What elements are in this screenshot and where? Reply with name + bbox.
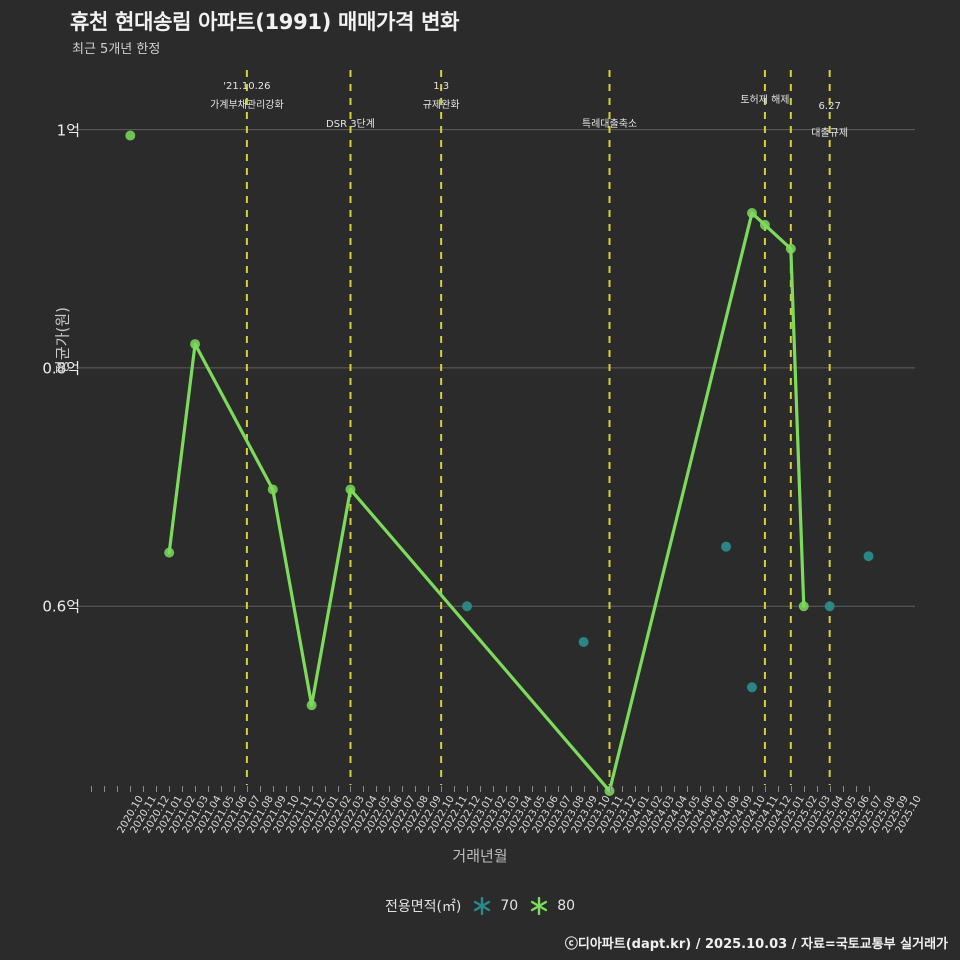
- page-title: 휴천 현대송림 아파트(1991) 매매가격 변화: [70, 10, 460, 34]
- legend-label-80: 80: [557, 898, 576, 914]
- x-tick-mark: [480, 786, 481, 792]
- x-tick-mark: [868, 786, 870, 792]
- x-tick-mark: [492, 786, 494, 792]
- legend-item-70[interactable]: 70: [471, 897, 518, 915]
- y-tick-label: 0.6억: [42, 597, 80, 616]
- asterisk-marker-icon: [531, 897, 548, 915]
- x-tick-mark: [298, 786, 300, 792]
- chart-subtitle: 최근 5개년 한정: [72, 42, 161, 57]
- x-tick-mark: [272, 786, 274, 792]
- x-tick-mark: [505, 786, 507, 792]
- x-tick-mark: [402, 786, 404, 792]
- legend-item-80[interactable]: 80: [528, 897, 575, 915]
- annotation-date-label: 1.3: [433, 81, 450, 92]
- chart-legend: 전용면적(㎡) 70 80: [0, 896, 960, 916]
- x-tick-mark: [220, 786, 222, 792]
- x-tick-mark: [130, 786, 132, 792]
- x-tick-mark: [518, 786, 520, 792]
- x-tick-mark: [726, 786, 728, 792]
- annotation-event-label: 토허제 해제: [740, 95, 790, 106]
- x-tick-mark: [531, 786, 533, 792]
- y-tick-label: 1억: [56, 121, 80, 140]
- x-tick-mark: [441, 786, 443, 792]
- x-tick-mark: [169, 786, 171, 792]
- gridlines-layer: [77, 129, 915, 607]
- x-tick-mark: [790, 786, 792, 792]
- x-tick-mark: [337, 786, 339, 792]
- x-tick-mark: [842, 786, 844, 792]
- x-tick-mark: [829, 786, 831, 792]
- annotation-event-label: 규제완화: [422, 100, 460, 111]
- x-tick-mark: [350, 786, 352, 792]
- x-tick-mark: [557, 786, 559, 792]
- annotation-event-label: 가계부채관리강화: [210, 100, 284, 111]
- x-tick-mark: [259, 786, 261, 792]
- x-tick-mark: [713, 786, 715, 792]
- annotation-event-label: 특례대출축소: [581, 119, 638, 130]
- x-tick-mark: [208, 786, 210, 792]
- x-tick-mark: [117, 786, 119, 792]
- x-tick-mark: [751, 786, 753, 792]
- x-tick-mark: [661, 786, 663, 792]
- x-tick-mark: [311, 786, 313, 792]
- x-tick-mark: [91, 786, 93, 792]
- x-tick-mark: [143, 786, 145, 792]
- x-tick-mark: [246, 786, 248, 792]
- x-tick-mark: [285, 786, 287, 792]
- x-tick-mark: [687, 786, 689, 792]
- annotation-date-label: 6.27: [818, 101, 841, 112]
- x-tick-mark: [570, 786, 572, 792]
- x-tick-mark: [544, 786, 546, 792]
- x-tick-mark: [816, 786, 818, 792]
- annotation-date-label: '21.10.26: [223, 81, 271, 92]
- x-tick-mark: [609, 786, 611, 792]
- x-tick-mark: [648, 786, 650, 792]
- x-tick-mark: [777, 786, 779, 792]
- x-tick-mark: [622, 786, 624, 792]
- x-tick-mark: [233, 786, 235, 792]
- plot-area: [77, 70, 915, 796]
- y-tick-label: 0.8억: [42, 359, 80, 378]
- x-tick-mark: [428, 786, 430, 792]
- y-axis-ticks: 1억 0.8억 0.6억: [0, 70, 80, 785]
- x-axis-ticks: 2020.10 2020.11 2020.12 2021.01 2021.02 2021.…: [85, 786, 923, 846]
- annotation-event-label: DSR 3단계: [326, 119, 375, 130]
- series-layer: [125, 130, 874, 796]
- x-tick-mark: [363, 786, 365, 792]
- x-tick-mark: [596, 786, 598, 792]
- x-tick-mark: [855, 786, 857, 792]
- x-tick-mark: [739, 786, 741, 792]
- x-tick-mark: [583, 786, 585, 792]
- x-tick-mark: [182, 786, 184, 792]
- x-tick-mark: [674, 786, 676, 792]
- x-axis-label: 거래년월: [452, 847, 508, 865]
- x-tick-mark: [803, 786, 805, 792]
- footer-credit: ⓒ디아파트(dapt.kr) / 2025.10.03 / 자료=국토교통부 실…: [564, 937, 948, 952]
- x-tick-mark: [195, 786, 197, 792]
- x-tick-mark: [635, 786, 637, 792]
- x-tick-mark: [700, 786, 702, 792]
- x-tick-mark: [454, 786, 456, 792]
- x-tick-mark: [376, 786, 378, 792]
- x-tick-mark: [104, 786, 106, 792]
- x-tick-mark: [156, 786, 158, 792]
- x-tick-mark: [764, 786, 766, 792]
- annotation-event-label: 대출규제: [811, 128, 849, 139]
- x-tick-mark: [324, 786, 326, 792]
- x-tick-mark: [415, 786, 417, 792]
- y-axis-label: 평균가(원): [53, 307, 72, 374]
- x-tick-mark: [389, 786, 391, 792]
- asterisk-marker-icon: [474, 897, 491, 915]
- x-tick-mark: [467, 786, 469, 792]
- legend-label-70: 70: [500, 898, 519, 914]
- legend-title: 전용면적(㎡): [384, 899, 462, 915]
